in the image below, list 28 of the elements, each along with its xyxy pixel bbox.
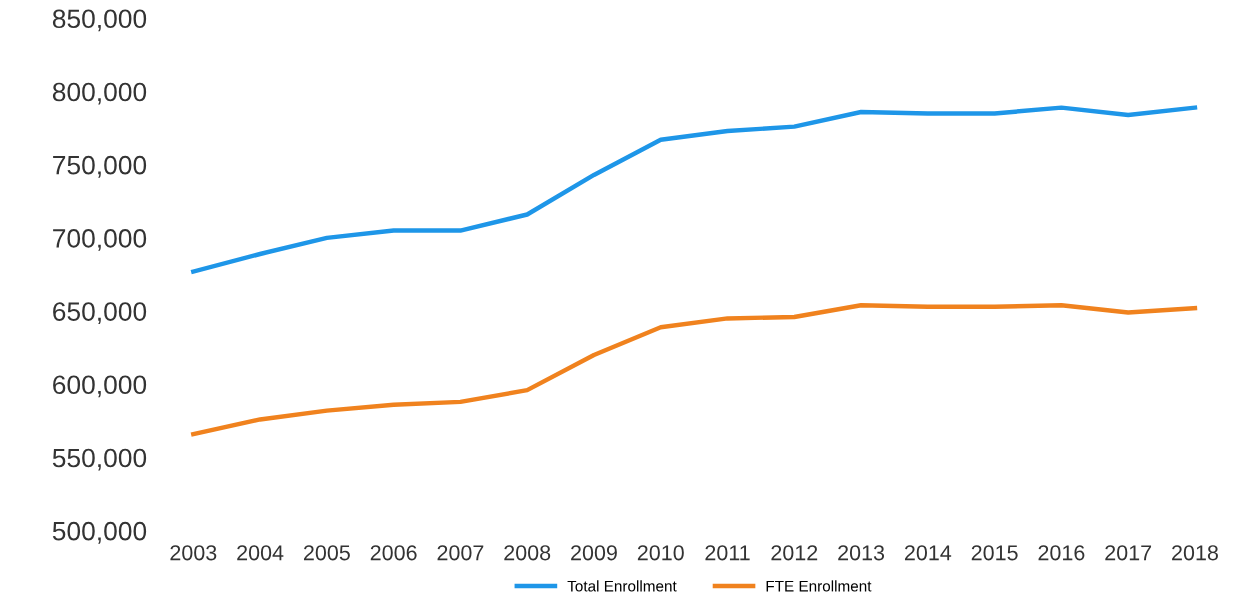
y-tick-label: 850,000 [52, 9, 147, 32]
x-tick-label: 2011 [705, 545, 750, 561]
legend-label: FTE Enrollment [766, 580, 872, 592]
y-tick-label: 550,000 [52, 448, 147, 471]
x-tick-label: 2018 [1172, 545, 1218, 561]
x-tick-label: 2012 [771, 545, 818, 561]
x-tick-label: 2017 [1105, 545, 1152, 561]
line-series [191, 105, 1198, 274]
x-tick-label: 2014 [904, 545, 952, 561]
x-tick-label: 2006 [370, 545, 417, 561]
x-tick-label: 2015 [971, 545, 1018, 561]
y-tick-label: 800,000 [52, 82, 147, 105]
x-tick-label: 2003 [170, 545, 217, 561]
y-tick-label: 650,000 [53, 302, 147, 325]
y-tick-label: 700,000 [53, 229, 147, 251]
y-tick-label: 500,000 [52, 521, 147, 544]
x-tick-label: 2013 [838, 545, 885, 561]
x-tick-label: 2009 [571, 545, 617, 561]
y-tick-label: 750,000 [53, 155, 147, 178]
x-tick-label: 2004 [237, 545, 284, 561]
x-tick-label: 2010 [637, 545, 684, 561]
x-tick-label: 2005 [303, 545, 350, 561]
x-tick-label: 2016 [1038, 545, 1085, 561]
x-tick-label: 2007 [437, 545, 484, 561]
line-series [191, 303, 1198, 437]
y-tick-label: 600,000 [53, 375, 147, 398]
x-tick-label: 2008 [504, 545, 551, 561]
legend-label: Total Enrollment [567, 580, 677, 592]
